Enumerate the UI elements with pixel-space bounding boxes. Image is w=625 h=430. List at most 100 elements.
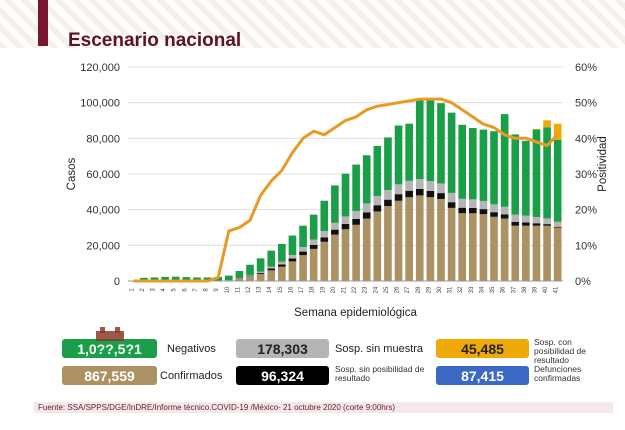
bar-confirmados (405, 197, 413, 281)
bar-sin-muestra (458, 198, 467, 208)
bar-negativos (479, 129, 488, 201)
bar-sin-muestra (426, 181, 435, 191)
bar-sin-muestra (299, 247, 307, 252)
bar-defunciones (288, 258, 297, 262)
header-accent-bar (38, 0, 48, 46)
y2-tick-label: 40% (575, 133, 597, 145)
bar-negativos (256, 258, 265, 272)
bar-sosp-posibilidad (543, 120, 551, 128)
bar-defunciones (373, 205, 382, 212)
bar-defunciones (468, 207, 477, 214)
x-tick-label: 11 (235, 286, 241, 293)
bar-sin-muestra (437, 183, 445, 194)
negativos-value: 1,0??,5?1 (77, 340, 142, 357)
defunciones-label: Defunciones confirmadas (534, 364, 582, 383)
bar-negativos (161, 276, 169, 281)
x-tick-label: 29 (426, 286, 432, 293)
bar-defunciones (500, 214, 509, 219)
x-tick-label: 8 (204, 288, 210, 292)
bar-confirmados (394, 200, 403, 281)
y-tick-label: 80,000 (86, 133, 120, 145)
sin-muestra-value: 178,303 (257, 340, 308, 357)
bar-confirmados (352, 224, 360, 281)
x-tick-label: 4 (161, 288, 167, 292)
y-axis-label: Casos (66, 157, 78, 190)
con-posibilidad-value: 45,485 (461, 340, 504, 357)
x-tick-label: 14 (267, 286, 273, 293)
x-tick-label: 23 (363, 286, 369, 293)
bar-negativos (193, 277, 201, 281)
x-tick-label: 18 (310, 286, 316, 293)
x-tick-label: 15 (278, 286, 284, 293)
bar-defunciones (458, 207, 467, 214)
bar-defunciones (331, 229, 339, 235)
bar-defunciones (426, 190, 435, 198)
positividad-line (133, 97, 559, 283)
y2-tick-label: 0% (575, 276, 591, 288)
bar-confirmados (331, 234, 339, 281)
bar-confirmados (341, 229, 350, 281)
negativos-label: Negativos (167, 343, 216, 355)
confirmados-label: Confirmados (160, 370, 223, 382)
x-tick-label: 40 (543, 286, 549, 293)
bar-defunciones (490, 212, 498, 217)
y2-tick-label: 20% (575, 205, 597, 217)
bar-negativos (468, 127, 477, 200)
x-tick-label: 27 (405, 286, 411, 293)
bar-negativos (522, 140, 530, 216)
bar-negativos (362, 155, 371, 204)
bar-confirmados (235, 278, 244, 281)
bar-defunciones (384, 199, 392, 207)
bar-defunciones (309, 244, 318, 249)
x-tick-label: 28 (416, 286, 422, 293)
bar-defunciones (553, 226, 562, 228)
bar-confirmados (543, 225, 551, 281)
bar-negativos (437, 103, 445, 184)
bar-confirmados (458, 213, 467, 281)
bar-sin-muestra (288, 254, 297, 259)
x-tick-label: 39 (532, 286, 538, 293)
bar-confirmados (447, 207, 456, 281)
y2-tick-label: 30% (575, 169, 597, 181)
x-tick-label: 9 (214, 288, 220, 292)
bar-confirmados (490, 216, 498, 281)
bar-negativos (500, 114, 509, 207)
bar-sin-muestra (490, 204, 498, 213)
bar-sosp-posibilidad (553, 123, 562, 140)
x-tick-label: 20 (331, 286, 337, 293)
bar-defunciones (362, 212, 371, 219)
bar-negativos (405, 123, 413, 181)
x-tick-label: 16 (288, 286, 294, 293)
defunciones-badge: 87,415 (436, 366, 529, 385)
bar-negativos (299, 225, 307, 248)
y2-tick-label: 10% (575, 240, 597, 252)
bar-negativos (553, 139, 562, 222)
sin-muestra-label: Sosp. sin muestra (335, 343, 424, 355)
confirmados-badge: 867,559 (62, 366, 157, 385)
bar-negativos (373, 146, 382, 196)
bar-defunciones (437, 193, 445, 199)
bar-sin-muestra (278, 261, 286, 265)
bar-defunciones (479, 209, 488, 215)
bar-confirmados (511, 225, 520, 281)
defunciones-value: 87,415 (461, 367, 504, 384)
bar-confirmados (384, 206, 392, 281)
bar-negativos (140, 277, 148, 281)
bar-confirmados (288, 261, 297, 281)
x-tick-label: 35 (490, 286, 496, 293)
y-tick-label: 40,000 (86, 205, 120, 217)
bar-sin-muestra (532, 216, 541, 224)
x-tick-label: 3 (151, 288, 157, 292)
bar-defunciones (415, 188, 424, 196)
bar-confirmados (500, 218, 509, 281)
bar-negativos (278, 243, 286, 262)
bar-sin-muestra (373, 195, 382, 206)
bar-defunciones (511, 221, 520, 226)
bar-sin-muestra (468, 199, 477, 208)
bar-chart: 0 20,000 40,000 60,000 80,000 100,000 120,000 0… (66, 62, 609, 319)
bar-defunciones (394, 194, 403, 201)
bar-confirmados (415, 195, 424, 281)
bar-confirmados (437, 198, 445, 281)
bar-sin-muestra (500, 206, 509, 215)
bar-confirmados (246, 276, 254, 281)
